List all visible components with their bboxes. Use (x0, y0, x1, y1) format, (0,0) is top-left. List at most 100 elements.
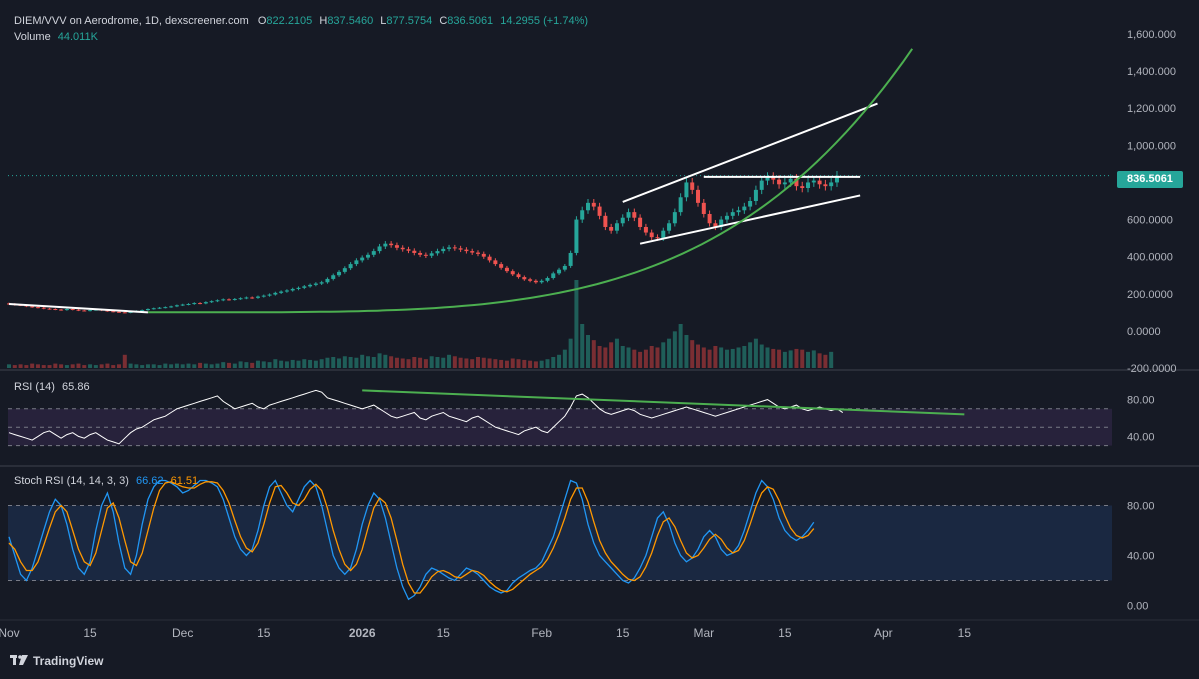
price-axis-tick: 0.0000 (1127, 326, 1161, 338)
volume-bar (771, 348, 776, 368)
candle-body (441, 248, 446, 252)
volume-bar (47, 365, 52, 368)
volume-bar (591, 340, 596, 368)
candle-body (794, 178, 799, 187)
candle-body (47, 308, 52, 310)
volume-bar (620, 346, 625, 368)
volume-bar (510, 358, 515, 368)
candle-body (365, 254, 370, 258)
volume-bar (661, 342, 666, 368)
volume-label[interactable]: Volume (14, 31, 51, 43)
low-label: L (380, 15, 387, 27)
volume-bar (180, 364, 185, 368)
candle-body (481, 253, 486, 257)
volume-bar (429, 356, 434, 368)
candle-body (499, 264, 504, 268)
rsi-value: 65.86 (62, 381, 90, 393)
candle-body (759, 180, 764, 190)
candle-body (88, 310, 93, 312)
volume-bar (383, 354, 388, 368)
volume-bar (238, 361, 243, 368)
volume-bar (441, 357, 446, 368)
candle-body (742, 206, 747, 211)
volume-bar (209, 364, 214, 368)
volume-bar (690, 340, 695, 368)
volume-bar (134, 364, 139, 368)
volume-bar (470, 359, 475, 368)
close-label: C (439, 15, 448, 27)
candle-body (296, 287, 301, 289)
candle-body (435, 251, 440, 254)
candle-body (290, 288, 295, 291)
volume-bar (574, 280, 579, 368)
candle-body (180, 304, 185, 306)
volume-bar (603, 347, 608, 368)
volume-bar (337, 358, 342, 368)
volume-bar (597, 346, 602, 368)
candle-body (284, 290, 289, 292)
candle-body (342, 268, 347, 272)
candle-body (603, 215, 608, 227)
volume-bar (377, 353, 382, 368)
candle-body (690, 182, 695, 190)
candle-body (684, 182, 689, 198)
candle-body (649, 232, 654, 238)
volume-bar (551, 357, 556, 368)
volume-bar (742, 346, 747, 368)
time-axis-tick: 15 (257, 626, 271, 640)
volume-bar (788, 350, 793, 368)
volume-bar (759, 344, 764, 368)
volume-bar (331, 357, 336, 368)
stoch-d-line (8, 481, 815, 594)
volume-bar (70, 364, 75, 368)
volume-bar (672, 331, 677, 368)
candle-body (360, 257, 365, 261)
volume-bar (649, 346, 654, 368)
time-axis-tick: 15 (437, 626, 451, 640)
candle-body (643, 226, 648, 233)
volume-bar (516, 359, 521, 368)
volume-bar (800, 349, 805, 368)
candle-body (76, 309, 81, 311)
candle-body (811, 180, 816, 183)
volume-bar (371, 357, 376, 368)
candle-body (157, 307, 162, 309)
candle-body (140, 310, 145, 312)
candle-body (325, 278, 330, 283)
symbol-title[interactable]: DIEM/VVV on Aerodrome, 1D, dexscreener.c… (14, 15, 249, 27)
volume-bar (365, 356, 370, 368)
volume-bar (82, 365, 87, 368)
volume-bar (753, 338, 758, 368)
candle-body (215, 300, 220, 302)
tradingview-logo[interactable]: TradingView (10, 654, 103, 668)
stoch-label[interactable]: Stoch RSI (14, 14, 3, 3) (14, 475, 129, 487)
open-label: O (257, 15, 267, 27)
candle-body (221, 299, 226, 301)
candle-body (412, 250, 417, 253)
candle-body (533, 280, 538, 283)
volume-bar (348, 357, 353, 368)
candle-body (70, 308, 75, 310)
candle-body (418, 252, 423, 255)
left-trend-line (8, 302, 149, 314)
rsi-label[interactable]: RSI (14) (14, 381, 55, 393)
volume-bar (719, 347, 724, 368)
candle-body (806, 182, 811, 189)
candle-body (192, 303, 197, 305)
candle-body (574, 219, 579, 253)
volume-bar (198, 362, 203, 368)
growth-curve-line (148, 48, 914, 314)
rsi-axis-tick: 40.00 (1127, 431, 1155, 443)
volume-bar (279, 360, 284, 368)
candle-body (255, 296, 260, 298)
volume-bar (302, 359, 307, 368)
candle-body (348, 264, 353, 269)
candle-body (719, 219, 724, 227)
candle-body (493, 260, 498, 265)
candle-body (788, 178, 793, 183)
candle-body (504, 267, 509, 272)
candle-body (614, 223, 619, 231)
candle-body (53, 308, 58, 310)
open-value: 822.2105 (266, 15, 313, 27)
